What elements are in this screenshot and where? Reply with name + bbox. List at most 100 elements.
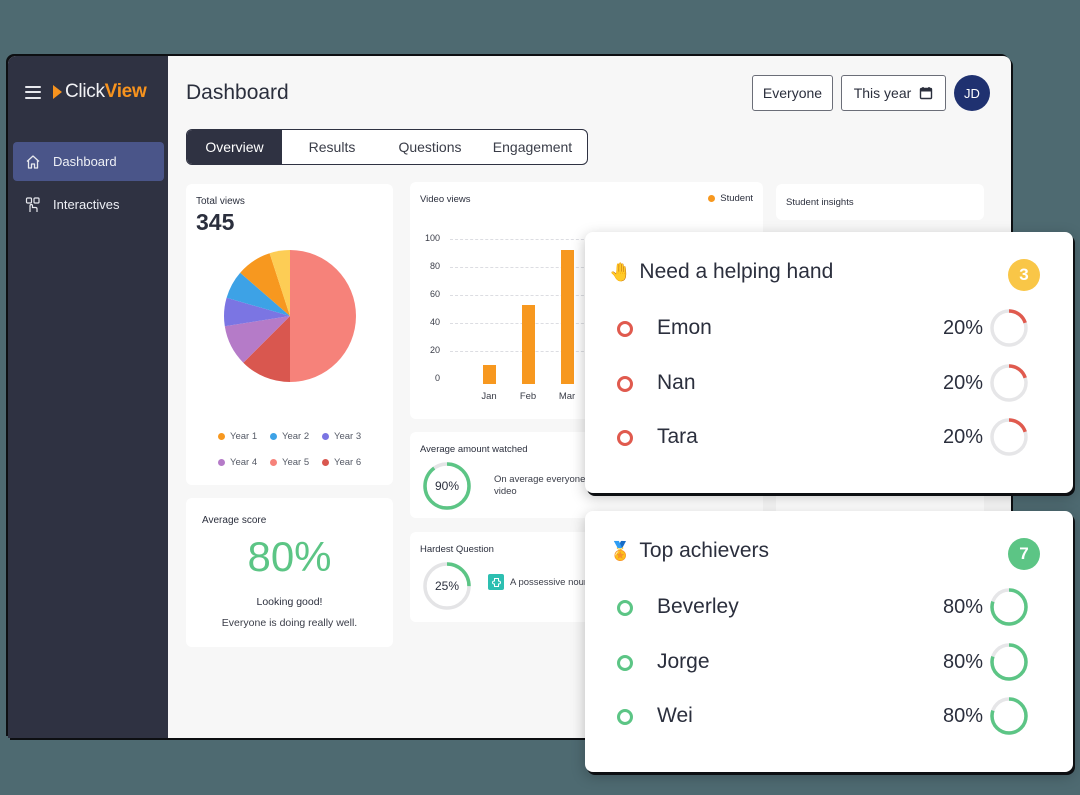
card-title: Student insights (786, 197, 854, 208)
average-score-value: 80% (247, 533, 332, 580)
status-ring-icon (617, 709, 633, 725)
student-row[interactable]: Nan 20% (585, 362, 1073, 402)
period-filter-button[interactable]: This year (841, 75, 946, 111)
raised-hand-icon: 🤚 (609, 261, 632, 282)
status-ring-icon (617, 600, 633, 616)
legend-item: Year 2 (270, 423, 322, 449)
medal-icon: 🏅 (609, 540, 632, 561)
pie-chart[interactable] (223, 249, 357, 383)
top-achievers-card: 🏅 Top achievers 7 Beverley 80% Jorge 80%… (585, 511, 1073, 772)
top-achievers-title: 🏅 Top achievers (609, 539, 769, 563)
card-title: Total views (196, 196, 245, 207)
legend-dot (218, 458, 225, 466)
score-message: Everyone is doing really well. (221, 617, 358, 629)
legend-item: Year 1 (218, 423, 270, 449)
legend-item: Year 5 (270, 449, 322, 475)
bar-feb[interactable] (522, 305, 535, 384)
y-tick: 0 (434, 373, 440, 383)
tab-results[interactable]: Results (308, 139, 356, 155)
bar-jan[interactable] (483, 365, 496, 384)
description-line: On average everyone, th (494, 474, 599, 485)
card-title: Top achievers (639, 539, 769, 562)
count-badge: 7 (1008, 538, 1040, 570)
tab-engagement[interactable]: Engagement (492, 139, 573, 155)
chart-legend: Student (708, 193, 753, 204)
y-tick: 100 (424, 233, 440, 243)
sidebar-item-dashboard[interactable]: Dashboard (13, 142, 164, 181)
card-title: Need a helping hand (639, 260, 834, 283)
student-score: 80% (943, 705, 984, 727)
legend-dot (270, 458, 277, 466)
audience-filter-button[interactable]: Everyone (752, 75, 833, 111)
legend-dot (270, 432, 277, 440)
student-name: Nan (657, 371, 696, 394)
play-icon (53, 85, 62, 99)
total-views-value: 345 (196, 209, 235, 235)
legend-item: Year 3 (322, 423, 374, 449)
tab-overview[interactable]: Overview (187, 130, 282, 164)
legend-label: Year 5 (282, 456, 310, 468)
score-headline: Looking good! (256, 596, 323, 608)
y-tick: 20 (429, 345, 440, 355)
student-name: Wei (657, 704, 693, 727)
score-progress-ring (990, 697, 1028, 735)
score-progress-ring (990, 588, 1028, 626)
legend-item: Year 4 (218, 449, 270, 475)
brand: Click View (25, 81, 147, 103)
sidebar: Click View Dashboard Interactives (8, 56, 168, 738)
legend-label: Year 3 (334, 430, 362, 442)
helping-hand-title: 🤚 Need a helping hand (609, 260, 833, 284)
puzzle-icon (488, 574, 504, 590)
score-progress-ring (990, 309, 1028, 347)
score-progress-ring (990, 364, 1028, 402)
legend-label: Year 6 (334, 456, 362, 468)
avatar[interactable]: JD (954, 75, 990, 111)
x-tick: Feb (519, 391, 537, 402)
count-badge: 3 (1008, 259, 1040, 291)
student-row[interactable]: Emon 20% (585, 307, 1073, 347)
legend-dot (218, 432, 225, 440)
student-row[interactable]: Beverley 80% (585, 586, 1073, 626)
legend-dot (322, 458, 329, 466)
average-score-card: Average score 80% Looking good! Everyone… (186, 498, 393, 647)
student-name: Jorge (657, 650, 710, 673)
student-row[interactable]: Wei 80% (585, 695, 1073, 735)
student-score: 80% (943, 596, 984, 618)
status-ring-icon (617, 430, 633, 446)
bar-mar[interactable] (561, 250, 574, 384)
legend-label: Year 2 (282, 430, 310, 442)
score-progress-ring (990, 643, 1028, 681)
status-ring-icon (617, 655, 633, 671)
legend-dot (322, 432, 329, 440)
y-tick: 60 (429, 289, 440, 299)
student-row[interactable]: Tara 20% (585, 416, 1073, 456)
student-score: 80% (943, 651, 984, 673)
period-label: This year (853, 85, 912, 101)
score-progress-ring (990, 418, 1028, 456)
svg-text:90%: 90% (435, 479, 459, 493)
sidebar-item-interactives[interactable]: Interactives (13, 185, 164, 224)
legend-label: Year 4 (230, 456, 258, 468)
watched-progress-ring: 90% (423, 462, 471, 510)
student-row[interactable]: Jorge 80% (585, 641, 1073, 681)
pie-legend: Year 1 Year 2 Year 3 Year 4 Year 5 Year … (218, 423, 378, 475)
question-text: A possessive nour (510, 576, 588, 588)
clickview-logo[interactable]: Click View (53, 81, 147, 103)
hardest-question-link[interactable]: A possessive nour (488, 574, 587, 590)
menu-icon[interactable] (25, 85, 41, 99)
svg-text:25%: 25% (435, 579, 459, 593)
legend-item: Year 6 (322, 449, 374, 475)
legend-dot (708, 195, 716, 202)
card-title: Video views (420, 194, 471, 205)
tab-bar: Overview Results Questions Engagement (186, 129, 588, 165)
student-name: Tara (657, 425, 698, 448)
y-tick: 40 (429, 317, 440, 327)
helping-hand-card: 🤚 Need a helping hand 3 Emon 20% Nan 20%… (585, 232, 1073, 493)
y-tick: 80 (429, 261, 440, 271)
student-name: Emon (657, 316, 712, 339)
interactives-icon (25, 196, 40, 212)
tab-questions[interactable]: Questions (398, 139, 462, 155)
student-score: 20% (943, 317, 984, 339)
status-ring-icon (617, 376, 633, 392)
card-title: Average score (202, 515, 267, 526)
